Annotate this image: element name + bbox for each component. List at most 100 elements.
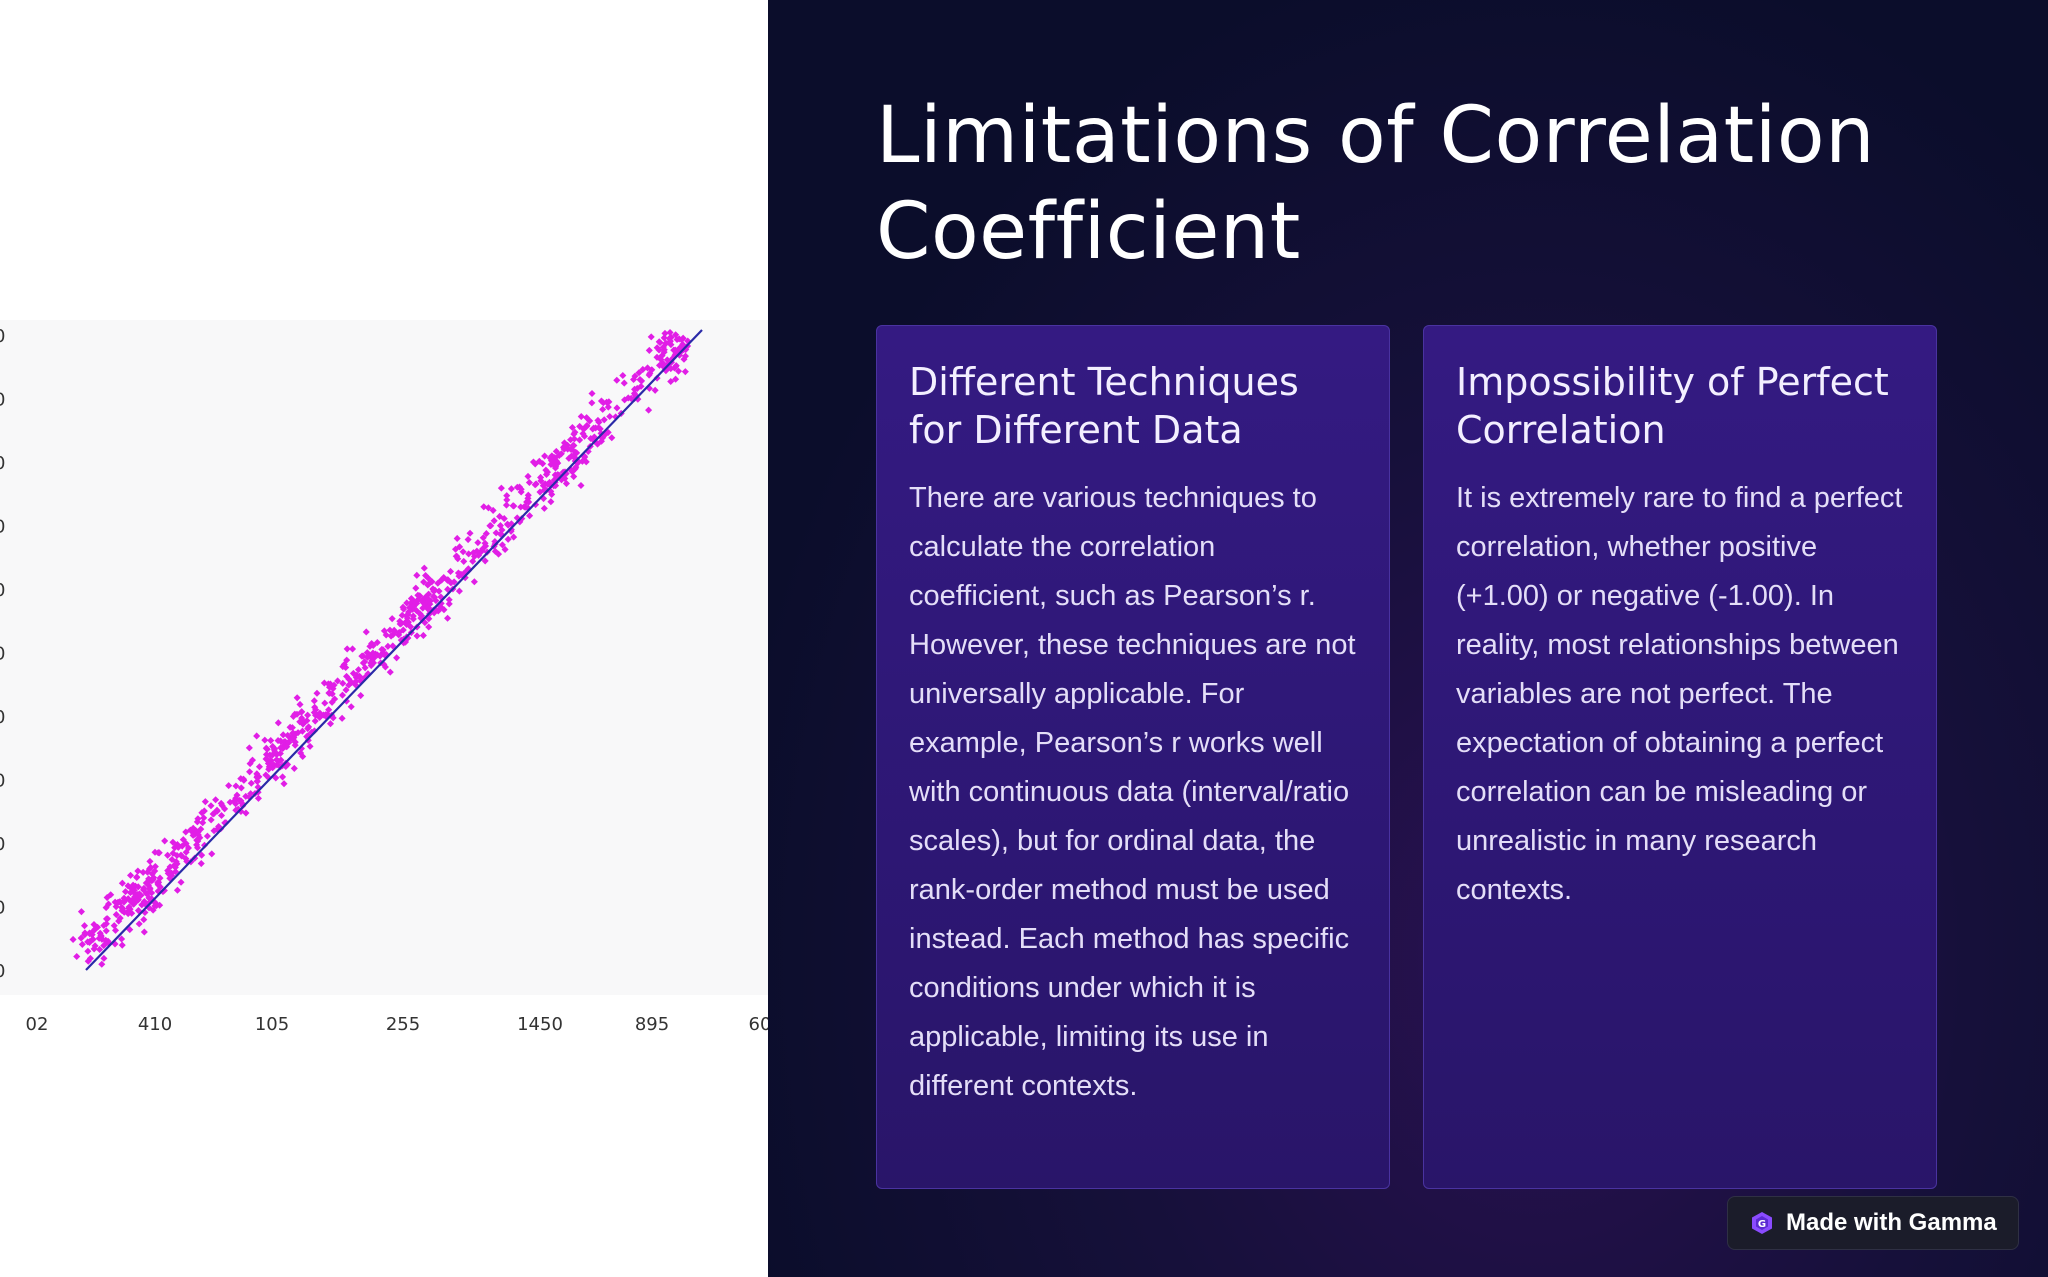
scatter-point [651,386,659,394]
scatter-point [613,376,621,384]
scatter-point [98,960,106,968]
scatter-point [502,501,510,509]
scatter-point [420,564,428,572]
scatter-point [262,771,270,779]
scatter-point [671,346,679,354]
scatter-point [77,908,85,916]
scatter-point [189,831,197,839]
gamma-logo-icon: G [1752,1212,1772,1234]
y-tick-label: 0 [0,707,5,728]
trend-line [85,329,703,971]
scatter-point [277,756,285,764]
scatter-point [274,719,282,727]
scatter-point [367,659,375,667]
scatter-point [89,935,97,943]
scatter-point [90,920,98,929]
scatter-point [129,881,137,889]
scatter-point [210,809,218,817]
scatter-point [673,335,681,344]
scatter-point [599,399,607,407]
scatter-point [362,628,370,636]
scatter-point [160,886,168,895]
scatter-point [112,903,120,911]
scatter-point [541,452,549,460]
scatter-point [237,775,245,783]
scatter-point [389,642,397,650]
scatter-point [407,623,415,631]
scatter-point [161,837,169,845]
scatter-point [386,668,394,676]
scatter-point [169,838,177,846]
scatter-point [503,520,511,528]
scatter-point [497,484,505,492]
scatter-point [103,938,111,946]
scatter-point [542,470,551,479]
scatter-point [501,545,509,554]
scatter-point [90,945,98,953]
scatter-point [177,851,185,859]
card-different-techniques: Different Techniques for Different Data … [876,325,1390,1189]
scatter-point [100,954,108,962]
scatter-point [491,547,499,555]
scatter-point [300,718,308,726]
scatter-point [237,784,245,792]
scatter-point [198,851,206,859]
scatter-point [639,365,647,373]
scatter-point [217,811,226,820]
scatter-point [140,928,148,936]
scatter-point [425,623,433,631]
scatter-point [179,836,187,844]
scatter-point [124,910,132,918]
scatter-point [311,703,319,711]
scatter-point [516,483,524,491]
scatter-point [144,879,152,887]
scatter-point [424,595,432,603]
scatter-point [399,626,407,634]
scatter-point [298,727,306,735]
scatter-point [577,481,585,490]
scatter-point [325,689,333,697]
scatter-point [524,491,532,499]
scatter-point [358,652,366,660]
scatter-point [262,750,271,759]
scatter-point [366,653,375,661]
scatter-point [455,587,463,595]
scatter-point [624,394,632,402]
scatter-point [200,807,208,815]
scatter-point [525,478,533,487]
scatter-point [118,935,126,943]
scatter-point [447,567,455,575]
card-title: Different Techniques for Different Data [909,360,1299,452]
scatter-point [140,884,148,892]
scatter-point [481,557,489,565]
scatter-point [345,675,353,683]
scatter-point [84,938,92,946]
scatter-point [116,898,124,906]
scatter-point [84,947,92,955]
scatter-point [207,802,215,810]
scatter-point [139,868,147,876]
scatter-point [189,824,197,832]
y-tick-label: 0 [0,644,5,665]
scatter-point [127,871,135,879]
scatter-point [655,346,663,354]
scatter-point [540,504,548,512]
scatter-point [339,679,347,687]
scatter-point [313,689,321,697]
scatter-point [660,348,668,356]
scatter-point [112,911,120,919]
scatter-point [357,692,365,700]
scatter-point [568,423,576,432]
scatter-point [384,642,392,650]
content-panel: Limitations of Correlation Coefficient D… [768,0,2048,1277]
scatter-point [503,496,511,504]
y-tick-label: 0 [0,961,5,982]
scatter-point [289,735,297,743]
scatter-point [111,898,119,906]
scatter-point [645,346,653,354]
scatter-point [380,627,388,635]
scatter-point [146,857,154,865]
made-with-gamma-badge[interactable]: G Made with Gamma [1727,1196,2019,1250]
scatter-point [481,539,489,547]
scatter-point [226,798,234,806]
